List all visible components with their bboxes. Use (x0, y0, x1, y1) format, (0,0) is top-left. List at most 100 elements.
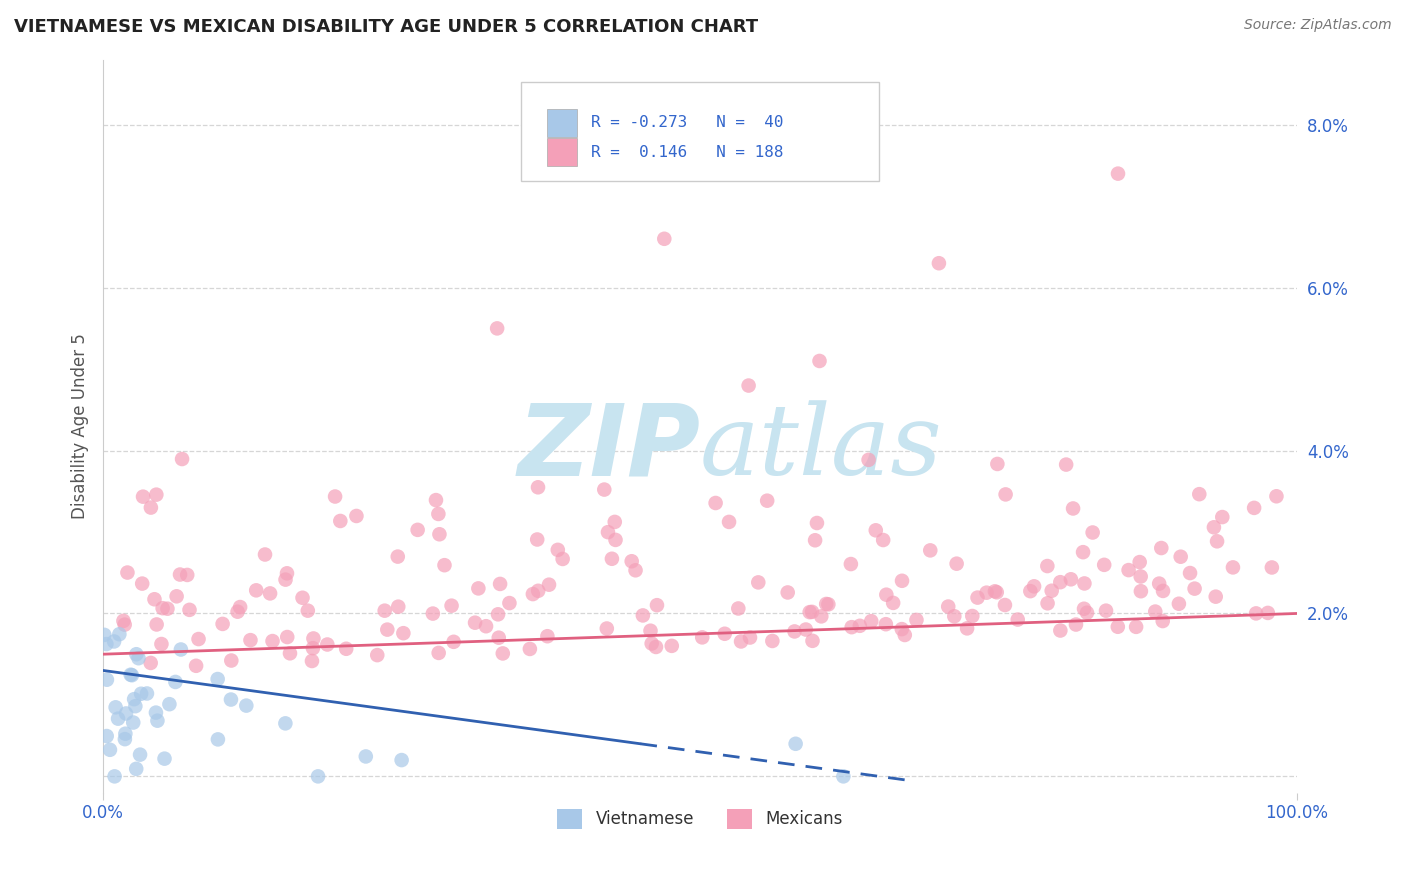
Point (810, 609, 832, 624)
Point (112, 614, 135, 628)
Point (730, 634, 752, 648)
Point (103, 634, 125, 648)
Point (537, 577, 560, 591)
Point (221, 654, 243, 668)
Point (1244, 607, 1267, 621)
Point (114, 617, 136, 632)
Point (600, 551, 623, 566)
Point (986, 585, 1008, 599)
Point (156, 601, 179, 615)
Point (120, 667, 142, 681)
Point (1036, 596, 1059, 610)
Point (1007, 613, 1029, 627)
Text: R =  0.146   N = 188: R = 0.146 N = 188 (592, 145, 785, 160)
Point (593, 483, 616, 497)
Point (1243, 500, 1265, 515)
Point (875, 588, 897, 602)
Point (1222, 560, 1244, 574)
Point (956, 621, 979, 635)
Point (429, 527, 451, 541)
Point (596, 622, 619, 636)
Point (427, 646, 450, 660)
Point (1152, 583, 1174, 598)
Point (860, 614, 883, 628)
Point (121, 668, 143, 682)
Point (1257, 606, 1279, 620)
Point (1092, 558, 1115, 572)
Point (806, 516, 828, 530)
Point (945, 557, 967, 571)
Point (219, 692, 242, 706)
Point (96, 673, 118, 687)
Point (817, 598, 839, 612)
Point (652, 232, 675, 246)
Point (783, 624, 806, 639)
Point (170, 452, 193, 467)
Point (713, 626, 735, 640)
Point (1073, 601, 1095, 615)
Point (316, 638, 339, 652)
Point (374, 604, 396, 618)
Point (875, 617, 897, 632)
FancyBboxPatch shape (522, 81, 879, 180)
Point (387, 549, 409, 564)
Point (1167, 597, 1189, 611)
Point (1170, 549, 1192, 564)
Point (761, 634, 783, 648)
Point (738, 631, 761, 645)
Point (841, 620, 863, 634)
Point (427, 507, 450, 521)
Point (1205, 590, 1227, 604)
Point (882, 596, 904, 610)
Point (467, 582, 489, 596)
Point (962, 609, 984, 624)
Point (169, 567, 191, 582)
Point (229, 600, 252, 615)
Point (891, 574, 914, 588)
Point (136, 686, 159, 700)
Point (96, 637, 118, 651)
Point (605, 533, 627, 547)
Point (1081, 525, 1104, 540)
Point (794, 623, 817, 637)
Point (440, 599, 463, 613)
Point (1202, 520, 1225, 534)
Point (1125, 620, 1147, 634)
Point (1107, 167, 1129, 181)
Point (1178, 566, 1201, 580)
Text: ZIP: ZIP (517, 400, 700, 497)
Point (488, 631, 510, 645)
Point (801, 605, 824, 619)
Point (1147, 576, 1170, 591)
Point (801, 633, 824, 648)
Point (624, 563, 647, 577)
Point (297, 604, 319, 618)
Text: Source: ZipAtlas.com: Source: ZipAtlas.com (1244, 18, 1392, 32)
Point (489, 577, 512, 591)
Point (139, 500, 162, 515)
Point (464, 615, 486, 630)
Point (276, 566, 298, 581)
Point (323, 490, 346, 504)
Point (492, 647, 515, 661)
Point (839, 557, 862, 571)
Point (785, 737, 807, 751)
Point (354, 749, 377, 764)
Point (1184, 582, 1206, 596)
FancyBboxPatch shape (547, 138, 576, 166)
Point (894, 628, 917, 642)
Point (872, 533, 894, 547)
Point (966, 591, 988, 605)
Point (422, 607, 444, 621)
Point (235, 698, 257, 713)
Point (620, 554, 643, 568)
Point (1073, 576, 1095, 591)
Point (131, 576, 153, 591)
Point (179, 603, 201, 617)
Point (849, 619, 872, 633)
Point (301, 654, 323, 668)
Point (1261, 560, 1284, 574)
Point (1071, 545, 1094, 559)
Point (1129, 584, 1152, 599)
Point (226, 605, 249, 619)
